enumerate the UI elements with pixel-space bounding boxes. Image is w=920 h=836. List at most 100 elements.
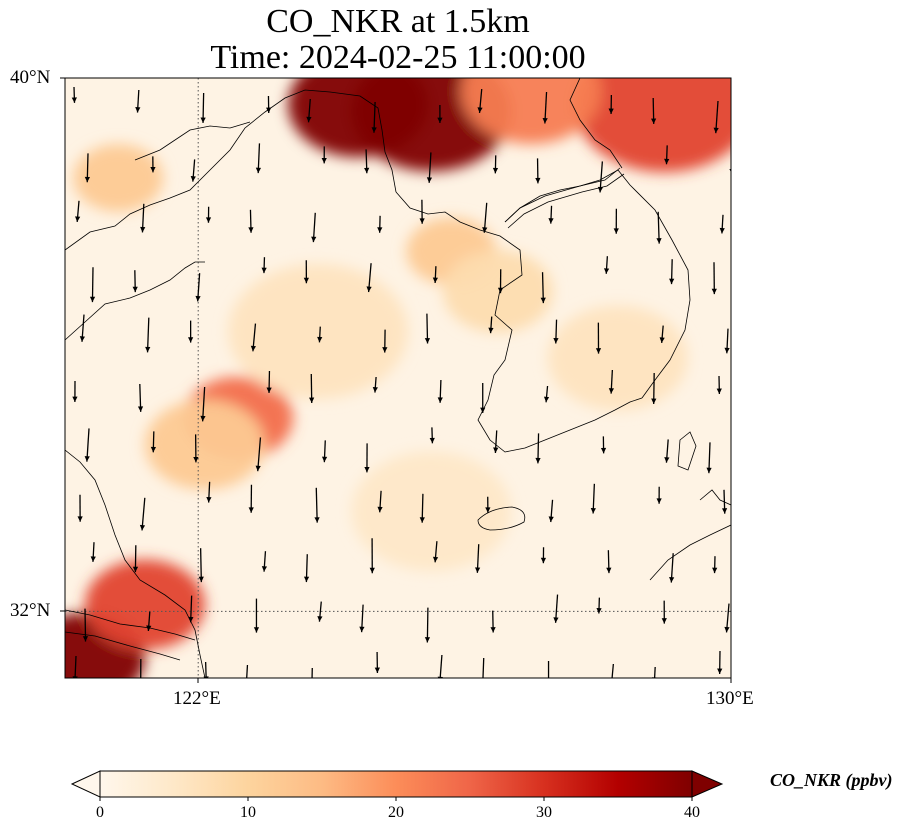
map-title-line1: CO_NKR at 1.5km xyxy=(266,3,530,40)
wind-arrow xyxy=(488,316,494,334)
co-hotspot xyxy=(574,78,731,173)
wind-arrow xyxy=(540,547,547,564)
coastline-bohai-inner xyxy=(134,121,251,161)
co-hotspot xyxy=(228,263,409,399)
wind-arrow xyxy=(548,205,554,224)
wind-arrow xyxy=(553,594,559,623)
wind-arrow xyxy=(206,481,212,503)
wind-arrow xyxy=(195,273,201,302)
tsushima-island xyxy=(677,431,697,471)
wind-arrow xyxy=(661,600,667,624)
wind-arrow xyxy=(372,376,378,393)
wind-arrow xyxy=(543,385,550,403)
wind-arrow xyxy=(656,486,662,504)
wind-arrow xyxy=(596,597,602,614)
map-title-line2: Time: 2024-02-25 11:00:00 xyxy=(210,39,586,76)
co-hotspot xyxy=(144,399,265,490)
wind-arrow xyxy=(303,260,309,284)
wind-arrow xyxy=(198,548,204,583)
wind-arrow xyxy=(382,329,388,353)
wind-arrow xyxy=(359,604,365,633)
wind-arrow xyxy=(90,542,96,562)
wind-arrow xyxy=(651,372,657,404)
lon-label-130: 130°E xyxy=(706,688,754,709)
wind-arrow xyxy=(482,202,488,233)
coastline-china-east xyxy=(65,449,206,678)
wind-arrow xyxy=(719,214,725,234)
wind-arrow xyxy=(669,553,675,583)
wind-arrow xyxy=(261,257,267,274)
wind-arrow xyxy=(490,610,496,633)
wind-arrow xyxy=(311,212,317,243)
colorbar-tick-20: 20 xyxy=(388,804,404,821)
wind-arrow xyxy=(317,326,323,343)
wind-arrow xyxy=(188,320,194,343)
wind-arrow xyxy=(200,92,206,123)
wind-arrow xyxy=(600,436,607,454)
wind-arrow xyxy=(150,156,156,173)
wind-arrow xyxy=(659,325,665,343)
wind-arrow xyxy=(651,97,657,124)
japan-kyushu xyxy=(649,489,731,581)
wind-arrow xyxy=(540,272,546,304)
wind-arrow xyxy=(314,487,320,523)
axis-ticks xyxy=(60,77,732,683)
wind-arrow xyxy=(255,437,262,472)
wind-arrow xyxy=(139,497,146,531)
wind-arrow xyxy=(311,667,313,678)
wind-arrow xyxy=(548,499,554,523)
wind-arrow xyxy=(200,386,206,422)
wind-arrow xyxy=(717,650,723,674)
wind-arrow xyxy=(246,664,249,678)
coastlines xyxy=(65,78,731,678)
wind-arrow xyxy=(369,538,375,574)
wind-arrow xyxy=(72,380,78,403)
wind-arrow xyxy=(377,215,383,233)
wind-arrow xyxy=(724,603,730,633)
yalu-river xyxy=(504,167,625,229)
wind-arrow xyxy=(205,206,212,223)
wind-arrow xyxy=(193,434,199,463)
wind-arrow xyxy=(664,439,670,463)
wind-arrow xyxy=(432,541,439,563)
wind-arrow xyxy=(669,259,675,285)
wind-arrow xyxy=(613,208,619,234)
wind-arrow xyxy=(248,209,254,233)
wind-arrow xyxy=(248,484,254,513)
wind-arrow xyxy=(364,149,370,174)
wind-arrow xyxy=(137,383,144,412)
colorbar-gradient xyxy=(99,770,693,798)
wind-arrow xyxy=(364,443,370,473)
wind-arrow xyxy=(606,550,612,574)
wind-arrow xyxy=(535,158,541,184)
lat-label-32: 32°N xyxy=(10,600,51,621)
wind-arrow xyxy=(713,100,719,134)
lat-label-40: 40°N xyxy=(10,67,51,88)
colorbar-tick-10: 10 xyxy=(240,804,256,821)
wind-arrow xyxy=(377,490,383,513)
wind-arrow xyxy=(135,89,141,113)
wind-arrow xyxy=(75,200,81,223)
co-hotspot xyxy=(547,305,688,411)
wind-arrow xyxy=(89,267,96,303)
wind-arrow xyxy=(711,262,717,295)
wind-arrow xyxy=(140,203,146,233)
wind-arrow xyxy=(146,611,152,632)
co-hotspot xyxy=(442,250,553,333)
wind-arrow xyxy=(255,143,262,174)
wind-arrow xyxy=(664,145,670,165)
wind-arrow xyxy=(132,545,139,573)
colorbar-tick-40: 40 xyxy=(684,804,700,821)
wind-arrow xyxy=(475,544,481,573)
co-hotspot xyxy=(73,144,164,212)
wind-arrow xyxy=(595,322,602,354)
wind-arrow xyxy=(492,155,499,174)
jeju-island xyxy=(477,506,526,531)
wind-arrow xyxy=(306,98,312,123)
co-concentration-field xyxy=(65,78,731,678)
colorbar-tick-0: 0 xyxy=(96,804,104,821)
wind-arrow xyxy=(132,270,138,293)
wind-arrow xyxy=(374,651,380,673)
wind-arrow xyxy=(535,433,541,464)
wind-arrow xyxy=(477,88,483,113)
